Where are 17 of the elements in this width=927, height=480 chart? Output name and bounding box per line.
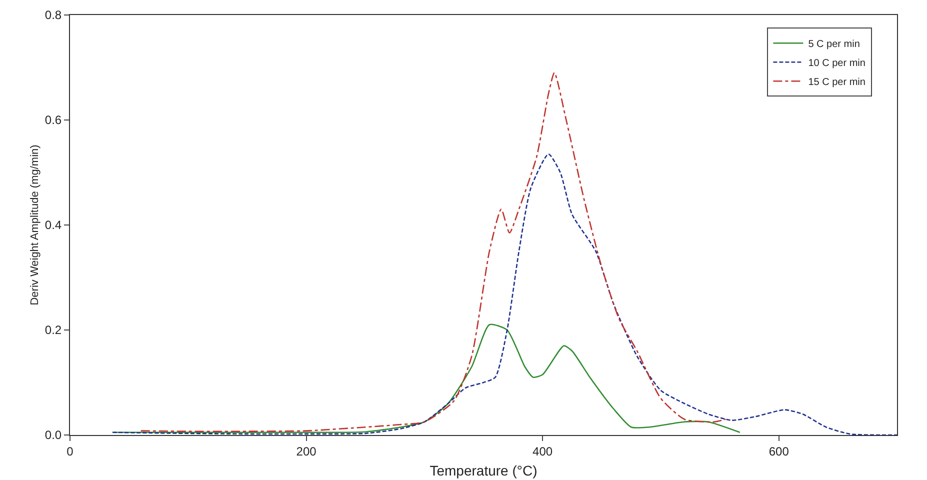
x-tick-label: 400: [532, 444, 553, 458]
y-tick-label: 0.6: [44, 113, 62, 128]
line-series: [140, 72, 726, 432]
line-series: [112, 324, 741, 434]
y-tick-label: 0.8: [44, 8, 62, 22]
x-tick-label: 0: [66, 444, 74, 458]
legend-label: 15 C per min: [808, 77, 866, 88]
x-tick-label: 200: [296, 444, 317, 458]
y-tick-label: 0.2: [44, 323, 62, 338]
legend-label: 5 C per min: [808, 39, 860, 50]
x-tick-label: 600: [768, 444, 790, 458]
x-axis-title: Temperature (°C): [430, 462, 538, 479]
line-series: [112, 153, 897, 435]
y-axis-title: Deriv Weight Amplitude (mg/min): [29, 144, 41, 306]
y-tick-label: 0.0: [44, 428, 62, 442]
legend-label: 10 C per min: [808, 58, 866, 69]
y-tick-label: 0.4: [44, 218, 62, 232]
